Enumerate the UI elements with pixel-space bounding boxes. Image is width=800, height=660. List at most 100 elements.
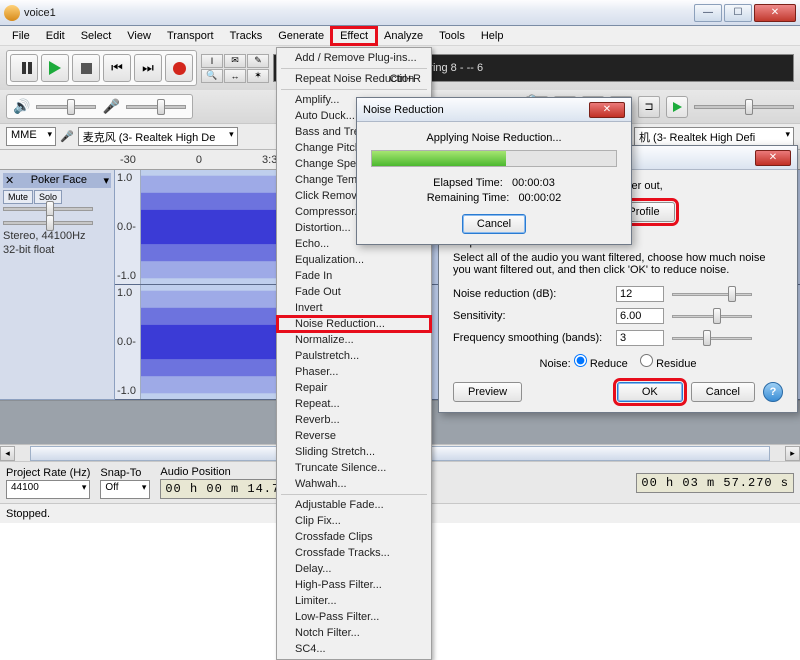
remaining-label: Remaining Time: [427, 192, 510, 204]
help-icon[interactable]: ? [763, 382, 783, 402]
record-volume-slider[interactable] [126, 105, 186, 109]
remaining-value: 00:00:02 [518, 192, 561, 204]
window-title: voice1 [24, 7, 694, 19]
effect-item[interactable]: Normalize... [277, 332, 431, 348]
app-icon [4, 5, 20, 21]
effect-item[interactable]: Low-Pass Filter... [277, 609, 431, 625]
menu-select[interactable]: Select [73, 28, 120, 44]
effect-item[interactable]: Reverb... [277, 412, 431, 428]
track-control-panel[interactable]: ✕ Poker Face▾ Mute Solo Stereo, 44100Hz … [0, 170, 115, 400]
effect-item[interactable]: Sliding Stretch... [277, 444, 431, 460]
effect-item[interactable]: Clip Fix... [277, 513, 431, 529]
step2-desc: Select all of the audio you want filtere… [453, 252, 783, 276]
noise-label: Noise: [540, 358, 571, 370]
nr-input[interactable] [616, 286, 664, 302]
skip-start-button[interactable]: ⏮ [103, 54, 131, 82]
zoom-toggle-button[interactable]: ⊐ [638, 96, 660, 118]
audio-position[interactable]: 00 h 00 m 14.79 [160, 479, 293, 499]
mic-icon: 🎤 [60, 130, 74, 143]
effect-item[interactable]: Limiter... [277, 593, 431, 609]
menu-edit[interactable]: Edit [38, 28, 73, 44]
menu-file[interactable]: File [4, 28, 38, 44]
freq-input[interactable] [616, 330, 664, 346]
audio-host-combo[interactable]: MME [6, 127, 56, 146]
snap-combo[interactable]: Off [100, 480, 150, 499]
snap-label: Snap-To [100, 467, 150, 479]
gain-slider[interactable] [3, 207, 93, 211]
effect-item[interactable]: Repeat... [277, 396, 431, 412]
effect-item[interactable]: Crossfade Clips [277, 529, 431, 545]
effect-item[interactable]: Fade Out [277, 284, 431, 300]
audio-position-label: Audio Position [160, 466, 293, 478]
menu-view[interactable]: View [119, 28, 159, 44]
effect-item[interactable]: Fade In [277, 268, 431, 284]
menu-generate[interactable]: Generate [270, 28, 332, 44]
transport-controls: ⏮ ⏭ [6, 50, 197, 86]
cancel-button[interactable]: Cancel [691, 382, 755, 402]
pan-slider[interactable] [3, 221, 93, 225]
menu-tools[interactable]: Tools [431, 28, 473, 44]
record-button[interactable] [165, 54, 193, 82]
menu-transport[interactable]: Transport [159, 28, 222, 44]
close-button[interactable]: ✕ [754, 4, 796, 22]
project-rate-label: Project Rate (Hz) [6, 467, 90, 479]
progress-dialog: Noise Reduction ✕ Applying Noise Reducti… [356, 97, 632, 245]
effect-item[interactable]: Noise Reduction... [277, 316, 431, 332]
effect-item[interactable]: Notch Filter... [277, 625, 431, 641]
pause-button[interactable] [10, 54, 38, 82]
freq-label: Frequency smoothing (bands): [453, 332, 608, 344]
effect-item[interactable]: Equalization... [277, 252, 431, 268]
playback-volume-slider[interactable] [36, 105, 96, 109]
mute-button[interactable]: Mute [3, 190, 33, 204]
progress-close-button[interactable]: ✕ [589, 102, 625, 118]
menu-tracks[interactable]: Tracks [222, 28, 271, 44]
menu-analyze[interactable]: Analyze [376, 28, 431, 44]
playback-device-combo[interactable]: 机 (3- Realtek High Defi [634, 127, 794, 146]
track-bits: 32-bit float [3, 243, 111, 257]
reduce-radio[interactable] [574, 354, 587, 367]
effect-item[interactable]: Adjustable Fade... [277, 497, 431, 513]
effect-item[interactable]: Phaser... [277, 364, 431, 380]
effect-item[interactable]: Repair [277, 380, 431, 396]
effect-item[interactable]: Invert [277, 300, 431, 316]
menubar: FileEditSelectViewTransportTracksGenerat… [0, 26, 800, 46]
playback-volume-icon: 🔊 [13, 98, 30, 115]
stop-button[interactable] [72, 54, 100, 82]
titlebar: voice1 — ☐ ✕ [0, 0, 800, 26]
effect-item[interactable]: Reverse [277, 428, 431, 444]
progress-cancel-button[interactable]: Cancel [462, 214, 526, 234]
skip-end-button[interactable]: ⏭ [134, 54, 162, 82]
effect-item[interactable]: Wahwah... [277, 476, 431, 492]
residue-radio[interactable] [640, 354, 653, 367]
sens-slider[interactable] [672, 315, 752, 318]
progress-message: Applying Noise Reduction... [371, 132, 617, 144]
effect-item[interactable]: Truncate Silence... [277, 460, 431, 476]
preview-button[interactable]: Preview [453, 382, 522, 402]
effect-item[interactable]: High-Pass Filter... [277, 577, 431, 593]
play-speed-slider[interactable] [694, 105, 794, 109]
freq-slider[interactable] [672, 337, 752, 340]
menu-effect[interactable]: Effect [332, 28, 376, 44]
nr-slider[interactable] [672, 293, 752, 296]
record-volume-icon: 🎤 [102, 98, 119, 115]
selection-end[interactable]: 00 h 03 m 57.270 s [636, 473, 794, 493]
sens-input[interactable] [616, 308, 664, 324]
effect-item[interactable]: Delay... [277, 561, 431, 577]
effect-item[interactable]: Crossfade Tracks... [277, 545, 431, 561]
nr-label: Noise reduction (dB): [453, 288, 608, 300]
minimize-button[interactable]: — [694, 4, 722, 22]
menu-help[interactable]: Help [473, 28, 512, 44]
dialog-close-button[interactable]: ✕ [755, 150, 791, 166]
record-device-combo[interactable]: 麦克风 (3- Realtek High De [78, 127, 238, 146]
effect-item[interactable]: Repeat Noise Reduction [277, 71, 431, 87]
progress-title: Noise Reduction [363, 104, 444, 116]
play-button[interactable] [41, 54, 69, 82]
effect-item[interactable]: Add / Remove Plug-ins... [277, 50, 431, 66]
effect-item[interactable]: Paulstretch... [277, 348, 431, 364]
effect-item[interactable]: SC4... [277, 641, 431, 657]
tool-palette[interactable]: I✉✎ 🔍↔✶ [201, 54, 269, 83]
ok-button[interactable]: OK [617, 382, 683, 402]
maximize-button[interactable]: ☐ [724, 4, 752, 22]
project-rate-combo[interactable]: 44100 [6, 480, 90, 499]
play-at-speed-button[interactable] [666, 96, 688, 118]
